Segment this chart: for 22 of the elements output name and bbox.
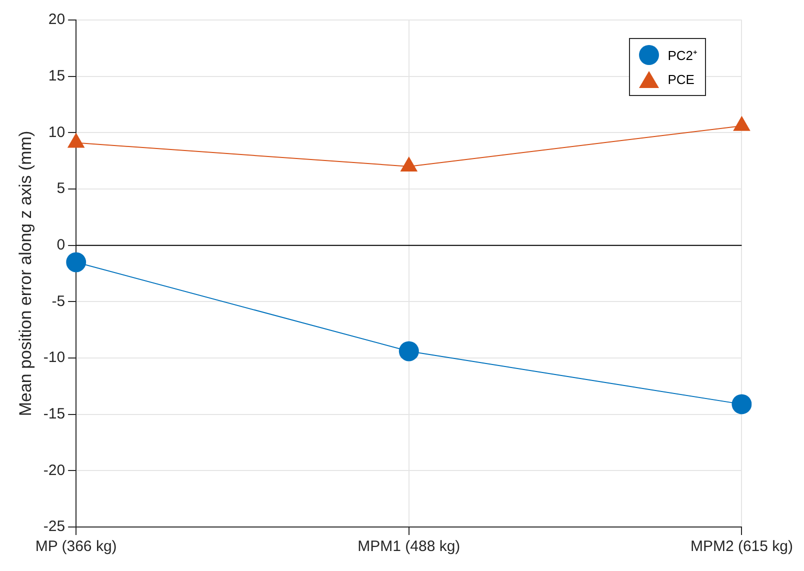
y-tick-label: -5 — [52, 292, 66, 310]
x-tick-label: MPM1 (488 kg) — [358, 538, 460, 556]
y-tick-label: -25 — [43, 518, 66, 536]
y-tick-label: 15 — [48, 67, 66, 84]
y-tick-label: 5 — [56, 180, 66, 198]
point — [400, 156, 418, 172]
point — [67, 132, 85, 148]
point — [398, 341, 419, 362]
point — [733, 116, 750, 131]
point — [732, 394, 752, 414]
legend-label: PCE — [668, 72, 694, 86]
y-tick-label: -10 — [43, 349, 66, 366]
y-tick-label: 20 — [48, 11, 66, 28]
y-axis-title: Mean position error along z axis (mm) — [16, 130, 35, 416]
y-tick-label: 10 — [48, 124, 66, 141]
y-tick-label: 0 — [56, 236, 66, 254]
legend-label: PC2⁺ — [668, 47, 697, 64]
x-tick-label: MP (366 kg) — [35, 538, 117, 556]
point — [66, 252, 86, 272]
y-tick-label: -20 — [43, 462, 66, 479]
y-tick-label: -15 — [43, 405, 66, 422]
x-tick-label: MPM2 (615 kg) — [690, 538, 794, 556]
